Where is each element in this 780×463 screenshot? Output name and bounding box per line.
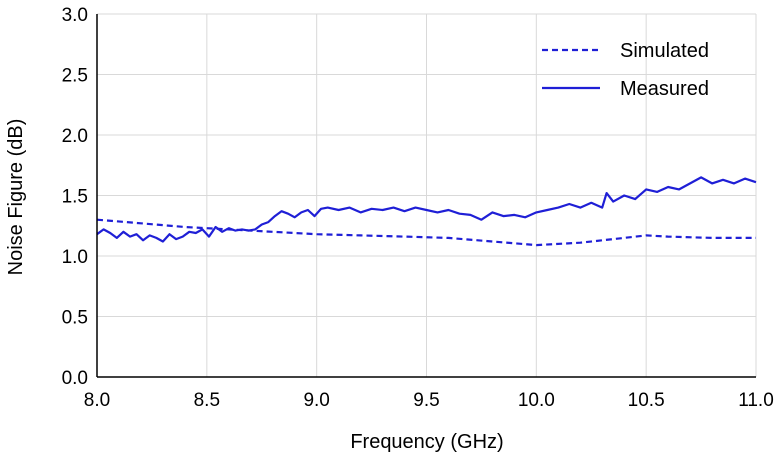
y-axis-title: Noise Figure (dB) (5, 119, 27, 276)
y-tick-label: 0.5 (62, 308, 88, 329)
x-tick-label: 9.5 (413, 390, 439, 411)
x-tick-label: 10.5 (628, 390, 665, 411)
axis-layer: 8.0 8.5 9.0 9.5 10.0 10.5 11.0 0.0 0.5 1.0 1.5 2.0 2… (62, 5, 774, 411)
y-tick-label: 1.0 (62, 247, 88, 268)
grid-layer (97, 13, 757, 377)
legend-label-measured: Measured (620, 78, 709, 100)
y-tick-label: 3.0 (62, 5, 88, 26)
x-tick-label: 8.5 (194, 390, 220, 411)
x-axis-title: Frequency (GHz) (350, 431, 503, 453)
x-tick-label: 11.0 (738, 390, 774, 411)
x-tick-label: 9.0 (303, 390, 329, 411)
y-tick-label: 1.5 (62, 187, 88, 208)
plot-layer (96, 176, 757, 247)
legend-label-simulated: Simulated (620, 40, 709, 62)
x-tick-label: 8.0 (84, 390, 110, 411)
series-line-measured (96, 176, 757, 243)
series-line-simulated (96, 218, 756, 247)
y-tick-label: 2.0 (62, 126, 88, 147)
y-tick-label: 0.0 (62, 368, 88, 389)
y-tick-label: 2.5 (62, 66, 88, 87)
legend: Simulated Measured (542, 40, 709, 100)
x-tick-label: 10.0 (518, 390, 555, 411)
